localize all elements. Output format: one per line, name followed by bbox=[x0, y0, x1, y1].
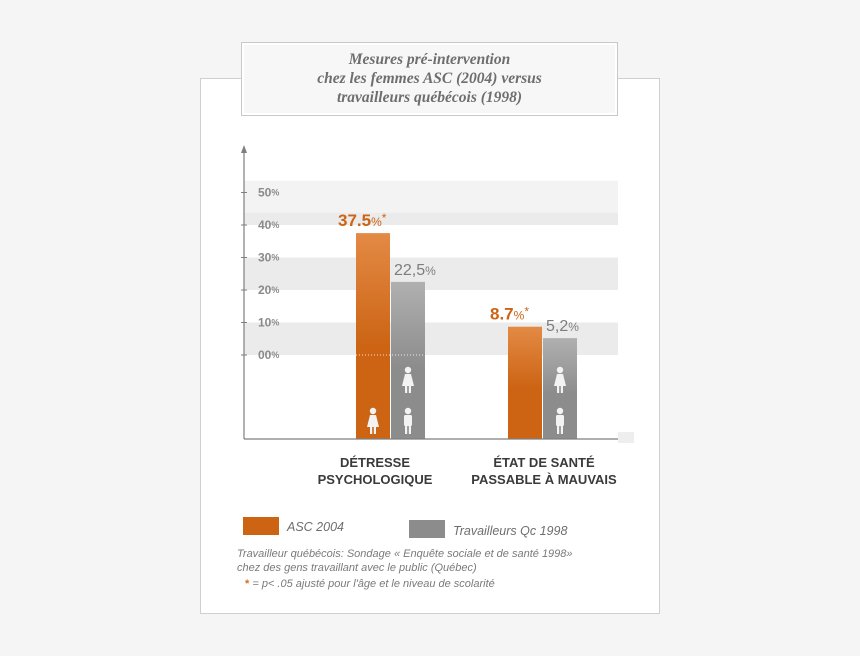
male-person-icon bbox=[556, 407, 564, 434]
legend-swatch-asc bbox=[243, 517, 279, 535]
source-note-line-2: chez des gens travaillant avec le public… bbox=[237, 562, 477, 574]
head bbox=[404, 407, 412, 415]
chart-title-box: Mesures pré-intervention chez les femmes… bbox=[241, 42, 618, 116]
bar-asc-2004 bbox=[508, 326, 542, 439]
y-tick-label: 10% bbox=[258, 316, 279, 330]
y-tick-label: 50% bbox=[258, 186, 279, 200]
dress bbox=[367, 415, 379, 427]
category-label-line: ÉTAT DE SANTÉ bbox=[493, 455, 595, 470]
bar-value-percent: % bbox=[371, 215, 382, 229]
significance-text: = p< .05 ajusté pour l'âge et le niveau … bbox=[249, 578, 495, 590]
torso bbox=[556, 415, 564, 426]
source-note-line-1: Travailleur québécois: Sondage « Enquête… bbox=[237, 548, 573, 560]
leg bbox=[408, 385, 411, 393]
chart-title-line-1: Mesures pré-intervention bbox=[348, 51, 511, 68]
bar-value-label: 5,2% bbox=[546, 318, 579, 335]
chart-title-line-2: chez les femmes ASC (2004) versus bbox=[317, 70, 542, 87]
legend-swatch-qc bbox=[409, 520, 445, 538]
legend-label-qc: Travailleurs Qc 1998 bbox=[453, 524, 568, 538]
y-tick-percent: % bbox=[271, 220, 279, 230]
bar-value-percent: % bbox=[514, 309, 525, 323]
female-person-icon bbox=[367, 407, 379, 434]
significance-note: * = p< .05 ajusté pour l'âge et le nivea… bbox=[245, 577, 495, 591]
female-person-icon bbox=[402, 366, 414, 393]
bar-asc-2004 bbox=[356, 233, 390, 439]
bar-value-label: 22,5% bbox=[394, 262, 436, 279]
y-tick-percent: % bbox=[271, 253, 279, 263]
category-label-detresse: DÉTRESSE PSYCHOLOGIQUE bbox=[315, 454, 435, 488]
x-axis-end-cap bbox=[618, 432, 634, 443]
grid-band bbox=[244, 257, 618, 290]
head bbox=[556, 366, 564, 374]
category-label-line: PASSABLE À MAUVAIS bbox=[471, 472, 617, 487]
leg bbox=[373, 426, 376, 434]
category-label-line: PSYCHOLOGIQUE bbox=[317, 472, 433, 487]
leg bbox=[405, 426, 408, 434]
significance-star: * bbox=[382, 211, 387, 225]
torso bbox=[404, 415, 412, 426]
category-label-line: DÉTRESSE bbox=[339, 455, 411, 470]
y-tick-percent: % bbox=[271, 188, 279, 198]
y-tick-label: 30% bbox=[258, 251, 279, 265]
y-tick-percent: % bbox=[271, 318, 279, 328]
y-tick-label: 40% bbox=[258, 218, 279, 232]
leg bbox=[557, 426, 560, 434]
head bbox=[404, 366, 412, 374]
bar-value-label: 8.7%* bbox=[490, 305, 529, 324]
leg bbox=[560, 385, 563, 393]
male-person-icon bbox=[404, 407, 412, 434]
bar-value-label: 37.5%* bbox=[338, 211, 387, 230]
y-tick-label: 00% bbox=[258, 348, 279, 362]
y-axis-arrow bbox=[241, 145, 247, 153]
grid-band-top bbox=[244, 180, 618, 213]
leg bbox=[370, 426, 373, 434]
significance-star: * bbox=[245, 578, 250, 590]
y-tick-percent: % bbox=[271, 350, 279, 360]
chart-title-line-3: travailleurs québécois (1998) bbox=[336, 89, 523, 106]
bar-value-percent: % bbox=[568, 320, 579, 334]
dress bbox=[402, 374, 414, 386]
legend-label-asc: ASC 2004 bbox=[287, 520, 344, 534]
dress bbox=[554, 374, 566, 386]
female-person-icon bbox=[554, 366, 566, 393]
leg bbox=[560, 426, 563, 434]
head bbox=[556, 407, 564, 415]
leg bbox=[405, 385, 408, 393]
significance-star: * bbox=[524, 305, 529, 319]
bar-value-percent: % bbox=[425, 264, 436, 278]
y-tick-percent: % bbox=[271, 285, 279, 295]
leg bbox=[557, 385, 560, 393]
head bbox=[369, 407, 377, 415]
y-tick-label: 20% bbox=[258, 283, 279, 297]
category-label-sante: ÉTAT DE SANTÉ PASSABLE À MAUVAIS bbox=[458, 454, 630, 488]
leg bbox=[408, 426, 411, 434]
